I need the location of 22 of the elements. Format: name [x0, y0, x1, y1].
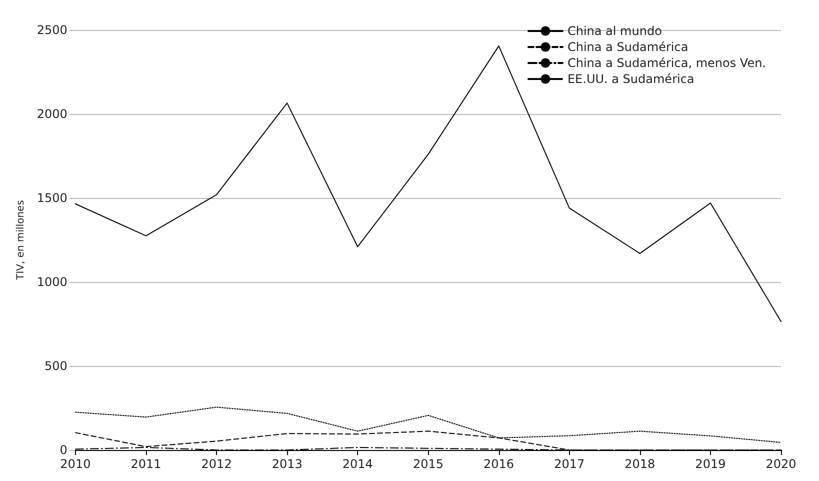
legend-label: EE.UU. a Sudamérica: [567, 72, 694, 86]
x-tick-label: 2012: [201, 457, 232, 471]
y-tick-label: 500: [44, 359, 68, 373]
y-tick-label: 2500: [36, 23, 68, 37]
x-tick-label: 2013: [272, 457, 302, 471]
x-tick-label: 2016: [484, 457, 514, 471]
x-tick-label: 2017: [554, 457, 585, 471]
x-tick-label: 2010: [60, 457, 91, 471]
x-tick-label: 2019: [695, 457, 726, 471]
legend-label: China a Sudamérica, menos Ven.: [567, 56, 766, 70]
legend-label: China a Sudamérica: [567, 40, 688, 54]
y-tick-label: 1500: [36, 191, 68, 205]
y-axis-title: TIV, en millones: [16, 200, 26, 281]
x-tick-label: 2018: [624, 457, 656, 471]
x-tick-label: 2020: [766, 457, 796, 471]
x-tick-label: 2011: [130, 457, 162, 471]
y-tick-label: 1000: [36, 275, 68, 289]
x-tick-label: 2014: [342, 457, 373, 471]
y-tick-label: 0: [60, 443, 68, 457]
x-tick-label: 2015: [412, 457, 444, 471]
legend-label: China al mundo: [567, 24, 662, 38]
y-tick-label: 2000: [36, 107, 68, 121]
